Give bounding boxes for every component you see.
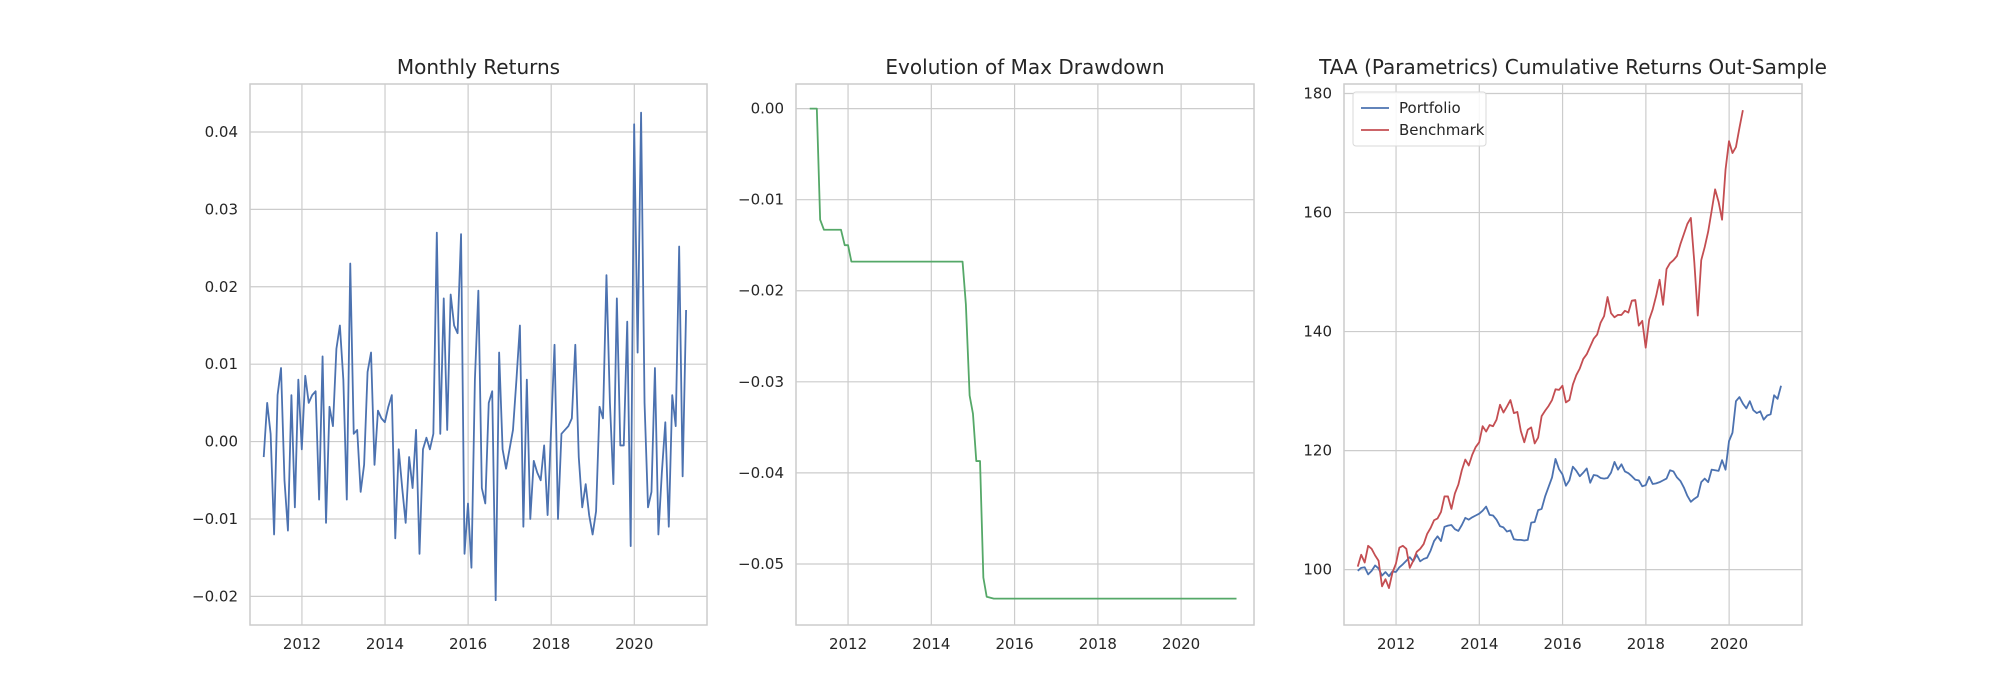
- y-tick-label: −0.02: [738, 282, 784, 300]
- legend-label-portfolio: Portfolio: [1399, 99, 1461, 117]
- x-tick-label: 2020: [1162, 635, 1200, 653]
- x-tick-label: 2014: [366, 635, 404, 653]
- y-tick-label: 0.02: [205, 278, 238, 296]
- panel-monthly-returns: 2012 2014 2016 2018 2020 −0.02 −0.01 0.00 0.01 0.…: [192, 55, 708, 653]
- x-tick-label: 2012: [1377, 635, 1415, 653]
- y-tick-label: −0.01: [192, 510, 238, 528]
- x-tick-label: 2014: [1460, 635, 1498, 653]
- x-tick-label: 2014: [912, 635, 950, 653]
- chart-title: TAA (Parametrics) Cumulative Returns Out…: [1318, 55, 1827, 79]
- y-tick-label: 160: [1303, 204, 1332, 222]
- series-line-main: [809, 107, 1237, 600]
- y-tick-label: −0.04: [738, 464, 784, 482]
- x-tick-label: 2018: [1079, 635, 1117, 653]
- y-tick-label: 140: [1303, 323, 1332, 341]
- x-tick-label: 2020: [1710, 635, 1748, 653]
- y-tick-label: 0.00: [205, 433, 238, 451]
- x-tick-label: 2016: [1543, 635, 1581, 653]
- y-tick-label: 120: [1303, 442, 1332, 460]
- y-tick-label: −0.01: [738, 191, 784, 209]
- y-tick-label: −0.03: [738, 373, 784, 391]
- plot-frame: [1343, 83, 1803, 626]
- chart-title: Evolution of Max Drawdown: [885, 55, 1164, 79]
- plot-frame: [795, 83, 1255, 626]
- x-tick-label: 2018: [532, 635, 570, 653]
- panel-cumulative-returns: 2012 2014 2016 2018 2020 100 120 140 160 180 TAA (…: [1303, 55, 1827, 653]
- x-tick-label: 2016: [449, 635, 487, 653]
- y-tick-label: 0.03: [205, 200, 238, 218]
- panel-max-drawdown: 2012 2014 2016 2018 2020 0.00 −0.01 −0.02 −0.03 −…: [738, 55, 1255, 653]
- plot-frame: [249, 83, 708, 626]
- x-tick-label: 2018: [1627, 635, 1665, 653]
- x-tick-label: 2020: [615, 635, 653, 653]
- x-tick-label: 2016: [995, 635, 1033, 653]
- y-tick-label: 0.04: [205, 123, 238, 141]
- y-tick-label: 100: [1303, 561, 1332, 579]
- y-tick-label: 0.01: [205, 355, 238, 373]
- y-tick-label: 0.00: [751, 100, 784, 118]
- series-line-main: [262, 111, 687, 602]
- legend-label-benchmark: Benchmark: [1399, 121, 1485, 139]
- series-line-portfolio: [1357, 385, 1782, 578]
- y-tick-label: −0.02: [192, 587, 238, 605]
- series-line-benchmark: [1356, 110, 1744, 589]
- chart-title: Monthly Returns: [397, 55, 560, 79]
- y-tick-label: −0.05: [738, 555, 784, 573]
- x-tick-label: 2012: [829, 635, 867, 653]
- y-tick-label: 180: [1303, 85, 1332, 103]
- x-tick-label: 2012: [283, 635, 321, 653]
- legend-box: [1352, 91, 1487, 147]
